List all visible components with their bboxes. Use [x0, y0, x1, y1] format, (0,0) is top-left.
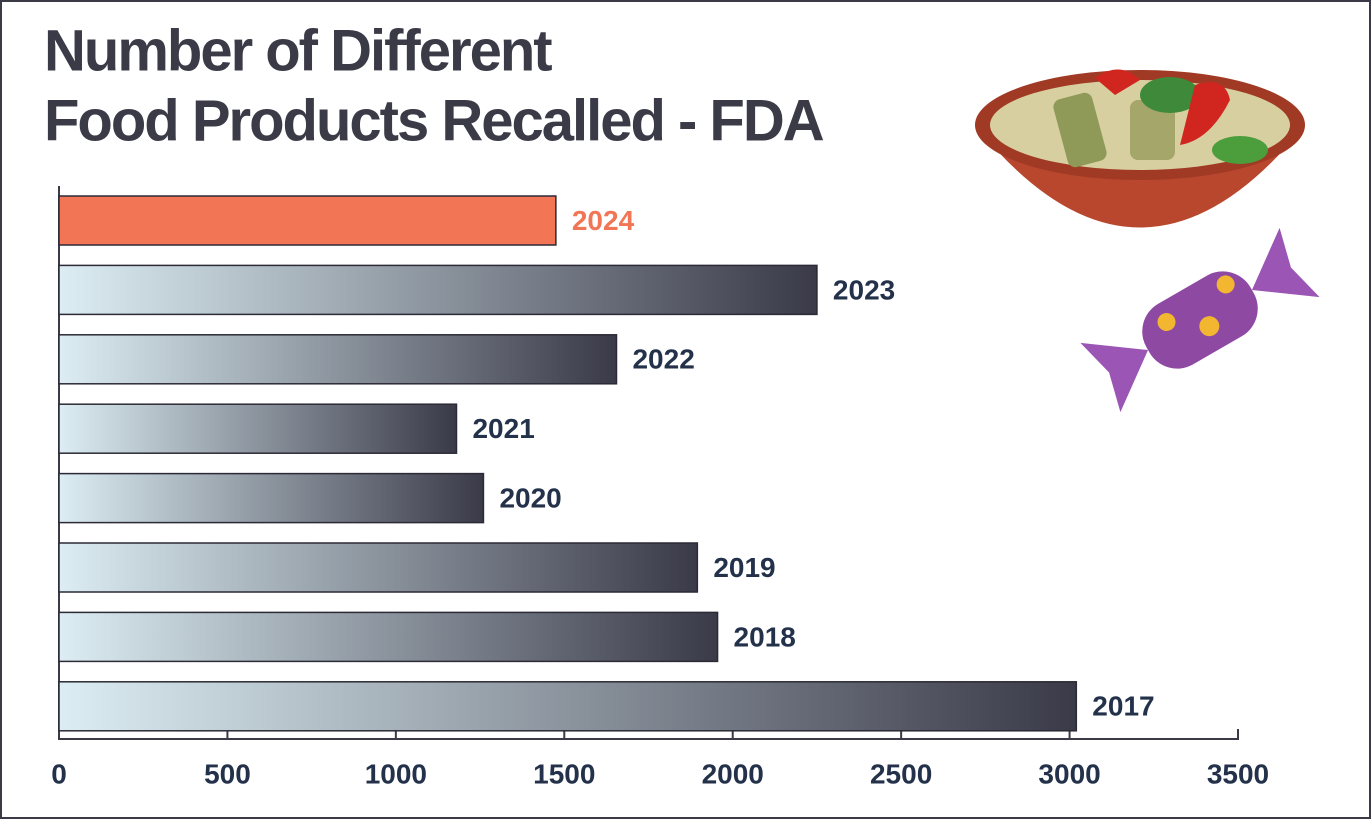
- chart-title: Number of Different: [44, 18, 552, 83]
- chart: Number of Different Food Products Recall…: [0, 0, 1371, 819]
- bar-label: 2017: [1092, 691, 1154, 722]
- bar-label: 2018: [734, 621, 796, 652]
- bar-label: 2022: [632, 344, 694, 375]
- chart-title: Food Products Recalled - FDA: [44, 88, 824, 153]
- bar: [59, 474, 483, 523]
- bar: [59, 196, 556, 245]
- bar-label: 2019: [713, 552, 775, 583]
- bar-label: 2024: [572, 205, 635, 236]
- x-tick-label: 3500: [1207, 758, 1269, 789]
- x-tick-label: 3000: [1038, 758, 1100, 789]
- bar: [59, 265, 817, 314]
- bar-label: 2020: [499, 482, 561, 513]
- x-tick-label: 500: [204, 758, 251, 789]
- x-tick-label: 2000: [702, 758, 764, 789]
- bar: [59, 543, 697, 592]
- bar: [59, 335, 616, 384]
- x-tick-label: 2500: [870, 758, 932, 789]
- x-tick-label: 1000: [365, 758, 427, 789]
- bar: [59, 612, 718, 661]
- x-tick-label: 1500: [533, 758, 595, 789]
- bar: [59, 682, 1076, 731]
- bar: [59, 404, 456, 453]
- bar-label: 2021: [472, 413, 534, 444]
- bar-label: 2023: [833, 274, 895, 305]
- x-tick-label: 0: [51, 758, 67, 789]
